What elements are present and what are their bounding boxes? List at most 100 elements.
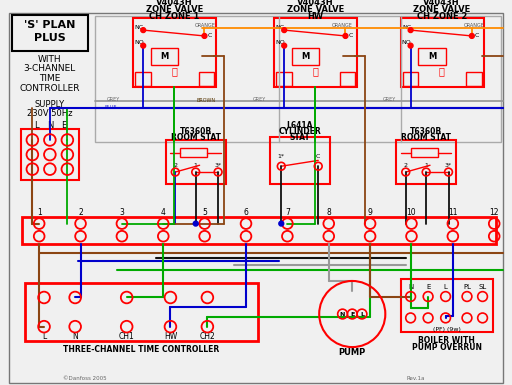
Text: ORANGE: ORANGE xyxy=(195,23,216,28)
Circle shape xyxy=(141,28,145,33)
Bar xyxy=(403,72,418,85)
Text: 3: 3 xyxy=(119,208,124,218)
Text: 3-CHANNEL: 3-CHANNEL xyxy=(24,65,76,74)
Bar xyxy=(411,148,438,157)
Text: C: C xyxy=(475,33,479,38)
Bar xyxy=(396,140,456,184)
Circle shape xyxy=(279,221,284,226)
Text: M: M xyxy=(428,52,436,61)
Circle shape xyxy=(282,28,287,33)
Bar xyxy=(292,48,319,65)
Text: V4043H: V4043H xyxy=(156,0,193,7)
Circle shape xyxy=(141,43,145,48)
Text: NC: NC xyxy=(135,25,144,30)
Circle shape xyxy=(408,43,413,48)
Text: 8: 8 xyxy=(326,208,331,218)
Text: 12: 12 xyxy=(489,208,499,218)
Text: GREY: GREY xyxy=(382,97,396,102)
Text: T6360B: T6360B xyxy=(410,127,442,136)
Text: PL: PL xyxy=(463,284,471,290)
Circle shape xyxy=(202,33,207,38)
Bar xyxy=(136,72,151,85)
Text: Rev.1a: Rev.1a xyxy=(406,376,425,381)
Text: ROOM STAT: ROOM STAT xyxy=(170,132,221,142)
Bar xyxy=(339,72,355,85)
Text: 2: 2 xyxy=(404,163,408,168)
Text: N: N xyxy=(47,121,53,130)
Bar xyxy=(276,72,292,85)
Text: N: N xyxy=(408,284,413,290)
Text: 11: 11 xyxy=(448,208,458,218)
Text: CH ZONE 2: CH ZONE 2 xyxy=(417,12,467,21)
Text: E: E xyxy=(350,311,354,316)
Text: 2: 2 xyxy=(173,163,177,168)
Text: ZONE VALVE: ZONE VALVE xyxy=(146,5,203,14)
Text: V4043H: V4043H xyxy=(423,0,460,7)
Bar xyxy=(270,137,330,184)
Circle shape xyxy=(470,33,474,38)
Text: 2: 2 xyxy=(78,208,83,218)
Text: NC: NC xyxy=(276,25,285,30)
Text: L: L xyxy=(444,284,447,290)
Text: TIME: TIME xyxy=(39,74,60,83)
Text: 'S' PLAN: 'S' PLAN xyxy=(24,20,76,30)
Text: 5: 5 xyxy=(202,208,207,218)
Text: BROWN: BROWN xyxy=(197,98,216,103)
Text: L641A: L641A xyxy=(287,121,313,130)
Bar xyxy=(466,72,482,85)
Text: L: L xyxy=(34,121,38,130)
Text: ZONE VALVE: ZONE VALVE xyxy=(413,5,471,14)
Text: NO: NO xyxy=(402,40,412,45)
Text: NC: NC xyxy=(402,25,411,30)
Text: CYLINDER: CYLINDER xyxy=(279,127,321,136)
Bar xyxy=(401,18,483,87)
Text: M: M xyxy=(302,52,310,61)
Circle shape xyxy=(408,28,413,33)
Bar xyxy=(401,279,493,333)
Text: GREY: GREY xyxy=(252,97,266,102)
Text: NO: NO xyxy=(275,40,285,45)
Text: CH2: CH2 xyxy=(200,332,215,341)
Text: THREE-CHANNEL TIME CONTROLLER: THREE-CHANNEL TIME CONTROLLER xyxy=(63,345,220,353)
Text: NO: NO xyxy=(135,40,144,45)
Text: ORANGE: ORANGE xyxy=(332,23,353,28)
Text: STAT: STAT xyxy=(289,132,310,142)
Text: ©Danfoss 2005: ©Danfoss 2005 xyxy=(63,376,106,381)
Text: N: N xyxy=(72,332,78,341)
Text: CH1: CH1 xyxy=(119,332,135,341)
Text: 1*: 1* xyxy=(278,154,285,159)
Text: SL: SL xyxy=(478,284,487,290)
Bar xyxy=(12,15,88,52)
Text: 1: 1 xyxy=(194,163,198,168)
Bar xyxy=(20,129,79,180)
Text: HW: HW xyxy=(307,12,324,21)
Text: E: E xyxy=(61,121,66,130)
Text: C: C xyxy=(207,33,211,38)
Text: C: C xyxy=(348,33,352,38)
Text: 7: 7 xyxy=(285,208,290,218)
Text: BOILER WITH: BOILER WITH xyxy=(418,336,475,345)
Bar xyxy=(25,283,258,341)
Text: 3*: 3* xyxy=(215,163,222,168)
Text: M: M xyxy=(160,52,169,61)
Text: L: L xyxy=(360,311,364,316)
Bar xyxy=(165,140,226,184)
Text: C: C xyxy=(316,154,321,159)
Text: 9: 9 xyxy=(368,208,373,218)
Text: PUMP: PUMP xyxy=(338,348,366,357)
Text: ZONE VALVE: ZONE VALVE xyxy=(287,5,344,14)
Text: ORANGE: ORANGE xyxy=(463,23,484,28)
Text: PLUS: PLUS xyxy=(34,33,66,43)
Text: ⏚: ⏚ xyxy=(439,66,444,76)
Text: PUMP OVERRUN: PUMP OVERRUN xyxy=(412,343,482,352)
Text: HW: HW xyxy=(164,332,177,341)
Text: 4: 4 xyxy=(161,208,166,218)
Text: T6360B: T6360B xyxy=(180,127,212,136)
Bar xyxy=(180,148,207,157)
Text: N: N xyxy=(340,311,345,316)
Bar xyxy=(199,72,214,85)
Text: L: L xyxy=(42,332,46,341)
Text: ⏚: ⏚ xyxy=(172,66,177,76)
Text: (PF) (9w): (PF) (9w) xyxy=(433,327,460,332)
Text: BLUE: BLUE xyxy=(105,105,117,110)
